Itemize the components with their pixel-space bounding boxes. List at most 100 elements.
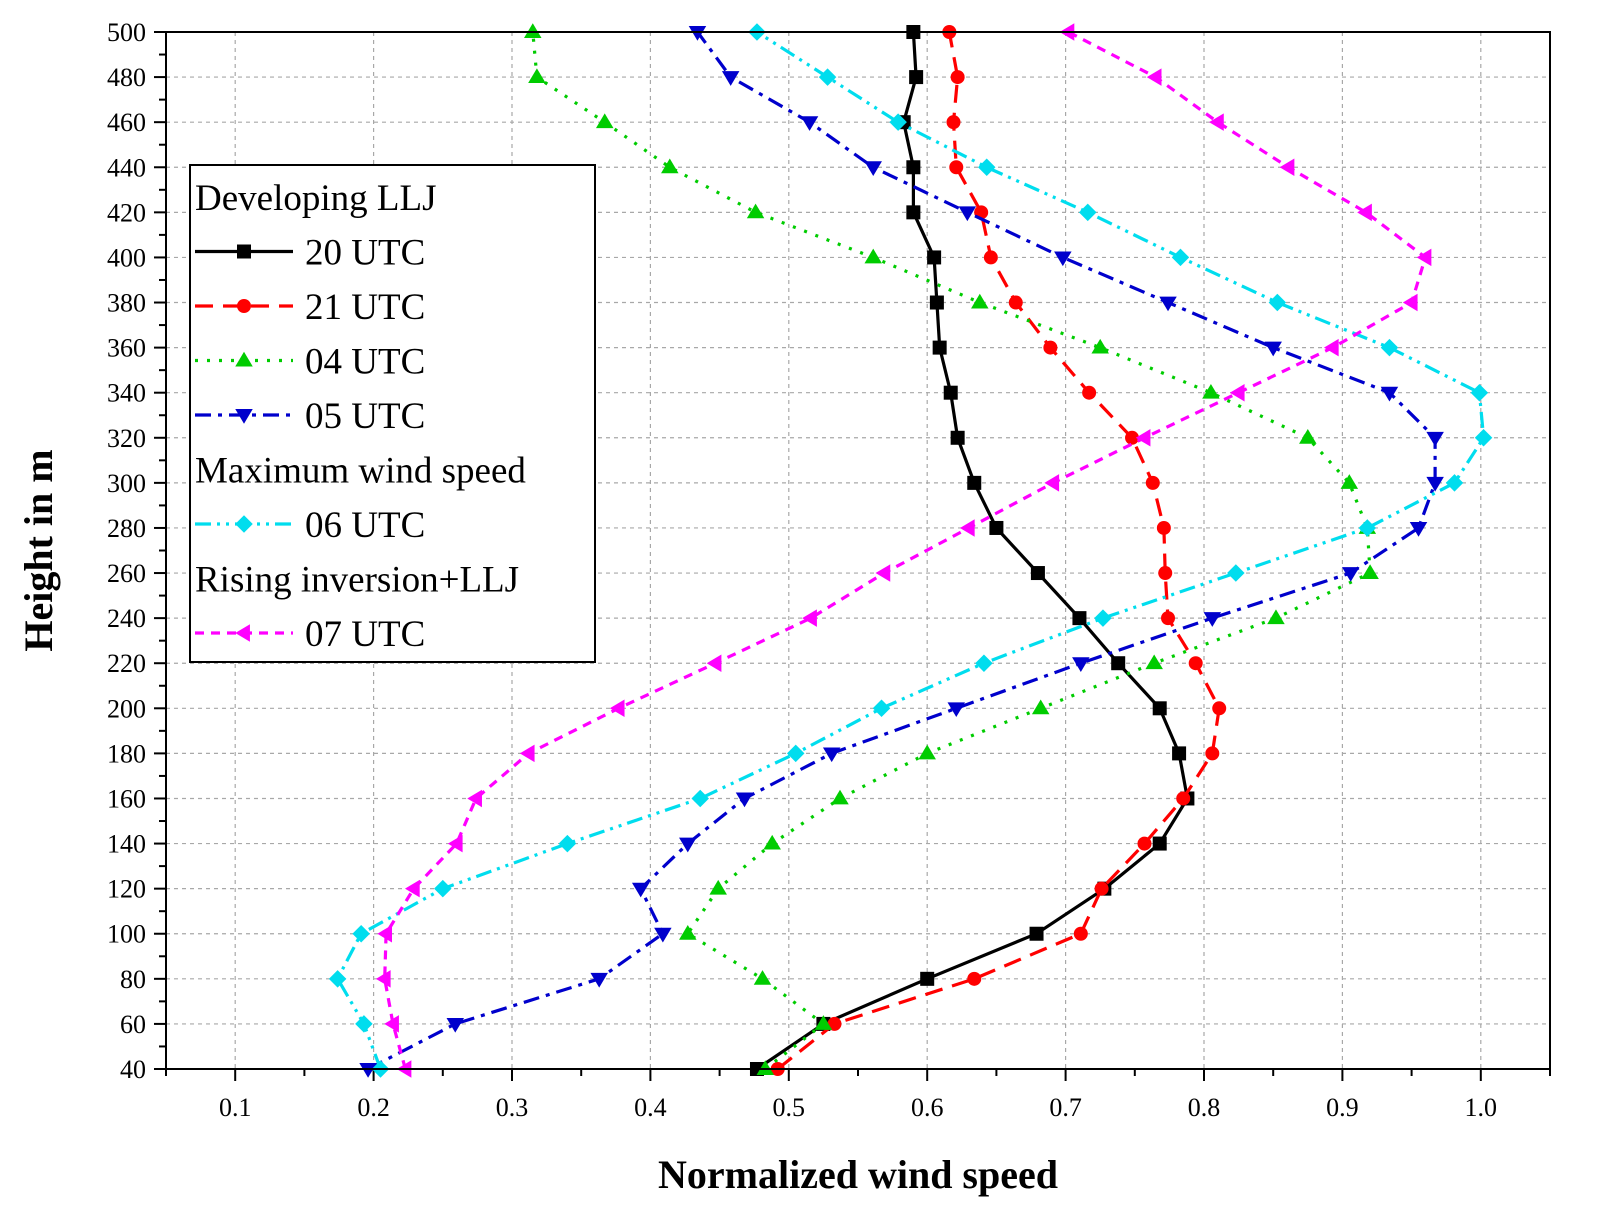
y-tick-label: 500 [107,18,146,47]
data-point [746,203,765,219]
y-tick-label: 40 [120,1055,146,1084]
legend-label: 21 UTC [305,287,425,328]
data-point [1402,293,1418,312]
data-point [929,295,944,310]
y-tick-label: 480 [107,63,146,92]
data-point [1264,341,1282,357]
data-point [906,205,921,220]
y-tick-label: 240 [107,604,146,633]
x-tick-label: 0.6 [911,1093,944,1122]
data-point [786,744,805,763]
data-point [1212,701,1227,716]
y-tick-label: 460 [107,108,146,137]
y-tick-label: 60 [120,1010,146,1039]
data-point [1044,474,1060,492]
y-tick-label: 180 [107,739,146,768]
y-tick-label: 420 [107,198,146,227]
data-point [1043,340,1058,355]
data-point [1008,295,1023,310]
data-point [679,837,697,853]
y-tick-label: 160 [107,784,146,813]
data-point [1029,926,1044,941]
y-axis-title: Height in m [16,449,61,651]
data-point [1426,476,1444,492]
y-tick-label: 300 [107,469,146,498]
data-point [1172,746,1187,761]
data-point [1156,520,1171,535]
data-point [831,789,849,805]
data-point [1267,609,1285,625]
data-point [1409,522,1428,537]
data-point [814,1015,833,1030]
data-point [1072,657,1090,672]
y-tick-label: 200 [107,694,146,723]
data-point [818,68,837,86]
data-point [1203,612,1222,627]
series-06-utc [328,23,1493,1078]
data-point [1357,203,1372,222]
data-point [1152,836,1167,851]
series-04-utc [524,23,1379,1075]
plot-frame [165,31,1551,1070]
data-point [1361,564,1379,579]
data-point [1135,429,1151,447]
tick-labels: 0.1 0.2 0.3 0.4 0.5 0.6 0.7 0.8 0.9 1.0 40 60 80 100 1… [107,18,1497,1122]
data-point [1445,474,1464,492]
x-tick-label: 0.4 [634,1093,667,1122]
legend-label: 04 UTC [305,342,425,383]
data-point [975,654,993,672]
x-tick-label: 0.9 [1326,1093,1359,1122]
y-tick-label: 100 [107,920,146,949]
legend-label: 07 UTC [305,614,425,655]
data-point [661,158,679,174]
data-point [1202,383,1220,399]
data-point [822,747,841,763]
series-line [336,30,1486,1070]
series-line [367,31,1437,1071]
data-point [237,244,251,259]
data-point [1078,203,1097,222]
series-line [776,31,1221,1071]
data-point [959,519,975,537]
data-point [1227,564,1245,582]
y-tick-label: 220 [107,649,146,678]
y-tick-label: 280 [107,514,146,543]
data-point [384,1015,399,1033]
series-05-utc [359,26,1444,1078]
legend-label: 06 UTC [305,505,425,546]
data-point [927,250,942,265]
data-point [524,23,542,38]
y-tick-label: 260 [107,559,146,588]
data-point [235,624,250,642]
data-point [950,430,965,445]
data-point [434,879,452,898]
data-point [1161,611,1176,626]
data-point [519,744,535,763]
data-point [1145,654,1163,670]
data-point [688,26,707,41]
y-tick-label: 400 [107,243,146,272]
x-tick-label: 0.5 [773,1093,806,1122]
data-point [359,1063,377,1078]
data-point [1176,791,1191,806]
data-point [631,882,650,898]
data-point [1323,338,1339,357]
data-point [864,161,882,177]
legend-label: 20 UTC [305,233,425,274]
data-point [989,520,1004,535]
data-point [375,970,391,988]
data-point [909,70,924,85]
data-point [950,70,965,85]
data-point [1188,656,1203,671]
data-point [595,113,614,129]
data-point [949,160,964,175]
legend-header: Developing LLJ [195,178,436,219]
series-line [383,30,1428,1070]
data-point [377,924,393,943]
data-point [1073,926,1088,941]
x-tick-label: 0.2 [357,1093,390,1122]
data-point [1380,338,1399,357]
x-tick-label: 0.7 [1049,1093,1082,1122]
data-point [1159,296,1177,312]
data-point [679,924,697,940]
